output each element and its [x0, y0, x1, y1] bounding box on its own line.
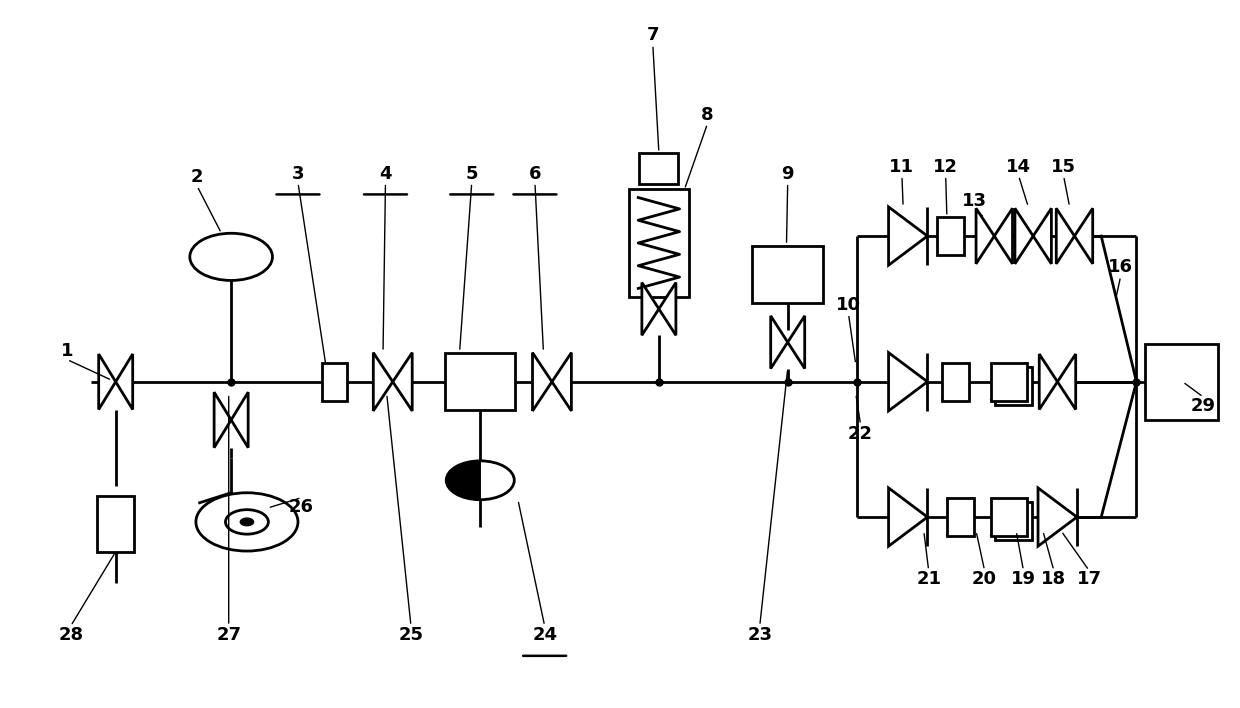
Polygon shape: [1014, 208, 1033, 264]
Polygon shape: [642, 282, 658, 336]
Text: 13: 13: [962, 193, 987, 210]
Polygon shape: [446, 461, 480, 500]
Polygon shape: [231, 392, 248, 447]
Polygon shape: [532, 353, 552, 411]
Text: 26: 26: [289, 498, 314, 515]
Text: 14: 14: [1006, 158, 1032, 176]
Bar: [947, 498, 973, 536]
Bar: [1145, 343, 1218, 420]
Polygon shape: [658, 282, 676, 336]
Text: 15: 15: [1052, 158, 1076, 176]
Text: 5: 5: [465, 164, 477, 183]
Polygon shape: [889, 488, 928, 546]
Circle shape: [226, 510, 268, 534]
Polygon shape: [1058, 354, 1075, 409]
Circle shape: [241, 518, 253, 526]
Polygon shape: [1039, 354, 1058, 409]
Polygon shape: [889, 207, 928, 266]
Polygon shape: [215, 392, 231, 447]
Text: 18: 18: [1042, 571, 1066, 588]
Text: 21: 21: [916, 571, 941, 588]
Bar: [996, 367, 1032, 405]
Text: 25: 25: [398, 626, 424, 644]
Text: 12: 12: [934, 158, 959, 176]
Circle shape: [190, 233, 273, 280]
Bar: [937, 217, 963, 255]
Bar: [445, 353, 516, 410]
Text: 19: 19: [1011, 571, 1035, 588]
Polygon shape: [994, 208, 1013, 264]
Text: 3: 3: [291, 164, 304, 183]
Text: 23: 23: [748, 626, 773, 644]
Polygon shape: [552, 353, 572, 411]
Text: 8: 8: [701, 105, 714, 124]
Text: 11: 11: [889, 158, 914, 176]
Circle shape: [196, 493, 298, 551]
Polygon shape: [976, 208, 994, 264]
Bar: [322, 362, 346, 401]
Text: 28: 28: [58, 626, 83, 644]
Text: 22: 22: [848, 425, 873, 442]
Text: 16: 16: [1109, 258, 1133, 276]
Bar: [629, 189, 689, 297]
Bar: [640, 154, 678, 184]
Text: 24: 24: [532, 626, 557, 644]
Text: 7: 7: [646, 25, 660, 44]
Polygon shape: [1033, 208, 1052, 264]
Polygon shape: [1056, 208, 1075, 264]
Text: 2: 2: [191, 168, 203, 186]
Bar: [753, 246, 823, 302]
Polygon shape: [889, 353, 928, 411]
Circle shape: [446, 461, 515, 500]
Text: 6: 6: [528, 164, 541, 183]
Polygon shape: [787, 316, 805, 369]
Bar: [991, 362, 1027, 401]
Text: 27: 27: [216, 626, 242, 644]
Polygon shape: [393, 353, 412, 411]
Polygon shape: [1038, 488, 1076, 546]
Bar: [942, 362, 968, 401]
Polygon shape: [115, 354, 133, 409]
Text: 17: 17: [1076, 571, 1101, 588]
Text: 9: 9: [781, 164, 794, 183]
Text: 29: 29: [1190, 397, 1215, 415]
Bar: [991, 498, 1027, 536]
Polygon shape: [771, 316, 787, 369]
Bar: [98, 496, 134, 552]
Polygon shape: [99, 354, 115, 409]
Bar: [996, 502, 1032, 540]
Text: 10: 10: [836, 297, 861, 314]
Text: 1: 1: [61, 341, 73, 360]
Text: 20: 20: [972, 571, 997, 588]
Text: 4: 4: [379, 164, 392, 183]
Polygon shape: [373, 353, 393, 411]
Polygon shape: [1075, 208, 1092, 264]
